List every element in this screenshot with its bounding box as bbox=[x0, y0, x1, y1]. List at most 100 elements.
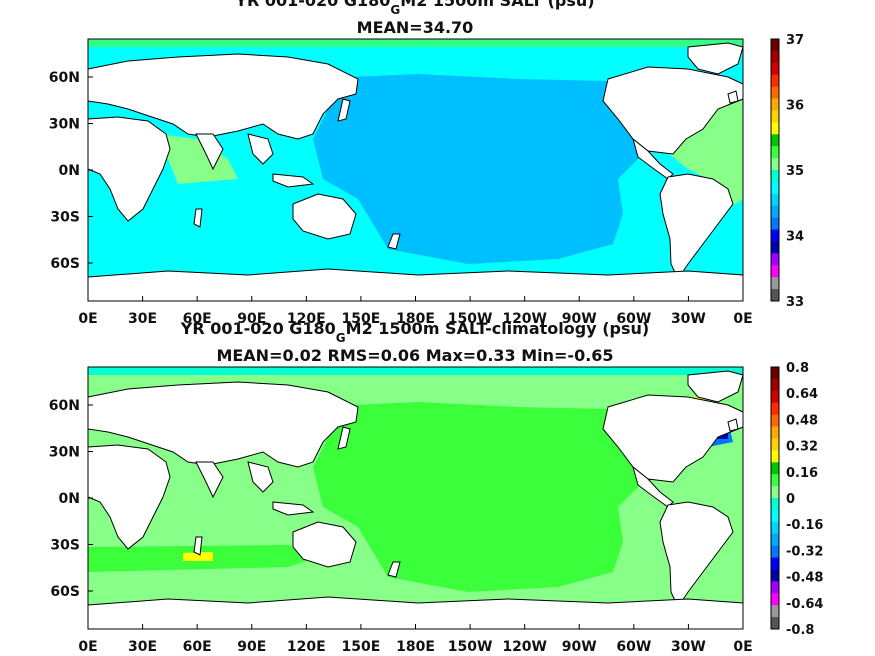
colorbar-swatch bbox=[771, 241, 779, 254]
colorbar-swatch bbox=[771, 545, 779, 559]
colorbar-swatch bbox=[771, 617, 779, 630]
colorbar-swatch bbox=[771, 158, 779, 171]
panel2-colorbar: 0.8 0.64 0.48 0.32 0.16 0 -0.16 -0.32 -0.48 -0.64… bbox=[770, 361, 823, 638]
colorbar-label: 35 bbox=[786, 164, 804, 179]
xtick-label: 60W bbox=[616, 311, 651, 327]
colorbar-swatch bbox=[771, 50, 779, 64]
colorbar-label: -0.8 bbox=[786, 623, 814, 638]
xtick-label: 0E bbox=[733, 639, 752, 655]
southern-positive-anomaly bbox=[183, 552, 213, 561]
colorbar-swatch bbox=[771, 277, 779, 290]
colorbar-frame bbox=[770, 366, 780, 630]
panel2-map bbox=[87, 366, 744, 630]
xtick-label: 90E bbox=[237, 311, 266, 327]
panel1-colorbar: 37 36 35 34 33 bbox=[770, 33, 804, 310]
xtick-label: 30W bbox=[671, 639, 706, 655]
ytick-label: 60S bbox=[50, 584, 80, 600]
xtick-label: 90W bbox=[562, 311, 597, 327]
ytick-label: 30N bbox=[49, 445, 80, 461]
colorbar-swatch bbox=[771, 390, 779, 404]
colorbar-swatch bbox=[771, 378, 779, 392]
colorbar-label: 33 bbox=[786, 295, 804, 310]
colorbar-swatch bbox=[771, 39, 779, 52]
ytick-label: 60N bbox=[49, 398, 80, 414]
colorbar-swatch bbox=[771, 581, 779, 594]
colorbar-label: -0.32 bbox=[786, 544, 823, 559]
colorbar-swatch bbox=[771, 265, 779, 278]
xtick-label: 120W bbox=[502, 311, 547, 327]
ytick-label: 30S bbox=[50, 538, 80, 554]
colorbar-swatch bbox=[771, 450, 779, 463]
colorbar-label: -0.64 bbox=[786, 597, 823, 612]
colorbar-label: 0.64 bbox=[786, 387, 818, 402]
colorbar-swatch bbox=[771, 498, 779, 511]
panel1-stats: MEAN=34.70 bbox=[357, 18, 474, 37]
panel2-xticks: 0E 30E 60E 90E 120E 150E 180E 150W 120W 90W 60W 30W… bbox=[78, 624, 753, 655]
colorbar-label: 0.32 bbox=[786, 440, 818, 455]
xtick-label: 30E bbox=[128, 639, 157, 655]
xtick-label: 150W bbox=[448, 639, 493, 655]
colorbar-swatch bbox=[771, 122, 779, 135]
xtick-label: 90W bbox=[562, 639, 597, 655]
panel-salt: YR 001-020 G180GM2 1500m SALT (psu) MEAN… bbox=[49, 0, 804, 327]
colorbar-swatch bbox=[771, 229, 779, 242]
colorbar-swatch bbox=[771, 521, 779, 535]
colorbar-swatch bbox=[771, 253, 779, 266]
colorbar-frame bbox=[770, 38, 780, 302]
ytick-label: 60N bbox=[49, 70, 80, 86]
xtick-label: 120W bbox=[502, 639, 547, 655]
colorbar-label: 0.16 bbox=[786, 466, 818, 481]
colorbar-swatch bbox=[771, 474, 779, 487]
xtick-label: 30W bbox=[671, 311, 706, 327]
colorbar-swatch bbox=[771, 134, 779, 147]
colorbar-swatch bbox=[771, 193, 779, 207]
pacific-field bbox=[303, 74, 643, 264]
xtick-label: 0E bbox=[78, 311, 97, 327]
colorbar-swatch bbox=[771, 533, 779, 547]
ytick-label: 30S bbox=[50, 210, 80, 226]
colorbar-label: 37 bbox=[786, 33, 804, 48]
xtick-label: 180E bbox=[396, 311, 435, 327]
xtick-label: 60W bbox=[616, 639, 651, 655]
colorbar-label: -0.16 bbox=[786, 518, 823, 533]
colorbar-swatch bbox=[771, 146, 779, 159]
colorbar-swatch bbox=[771, 217, 779, 231]
xtick-label: 120E bbox=[287, 311, 326, 327]
ytick-label: 0N bbox=[59, 163, 80, 179]
colorbar-swatch bbox=[771, 557, 779, 570]
indian-field bbox=[158, 134, 238, 184]
xtick-label: 0E bbox=[733, 311, 752, 327]
colorbar-swatch bbox=[771, 402, 779, 416]
colorbar-swatch bbox=[771, 98, 779, 111]
arctic-field bbox=[88, 39, 743, 47]
panel1-map bbox=[87, 38, 744, 302]
colorbar-swatch bbox=[771, 74, 779, 88]
colorbar-label: 0.48 bbox=[786, 413, 818, 428]
xtick-label: 90E bbox=[237, 639, 266, 655]
panel2-title: YR 001-020 G180GM2 1500m SALT-climatolog… bbox=[180, 319, 649, 345]
colorbar-swatch bbox=[771, 110, 779, 123]
xtick-label: 150E bbox=[342, 639, 381, 655]
colorbar-swatch bbox=[771, 593, 779, 606]
xtick-label: 150W bbox=[448, 311, 493, 327]
xtick-label: 0E bbox=[78, 639, 97, 655]
xtick-label: 60E bbox=[183, 639, 212, 655]
xtick-label: 150E bbox=[342, 311, 381, 327]
colorbar-swatch bbox=[771, 181, 779, 195]
colorbar-swatch bbox=[771, 289, 779, 302]
panel1-xticks: 0E 30E 60E 90E 120E 150E 180E 150W 120W 90W 60W 30W… bbox=[78, 296, 753, 327]
colorbar-swatch bbox=[771, 170, 779, 183]
arctic-anomaly bbox=[88, 367, 743, 375]
panel2-yticks: 60N 30N 0N 30S 60S bbox=[49, 398, 93, 600]
xtick-label: 60E bbox=[183, 311, 212, 327]
xtick-label: 30E bbox=[128, 311, 157, 327]
colorbar-swatch bbox=[771, 462, 779, 475]
colorbar-label: 0.8 bbox=[786, 361, 809, 376]
colorbar-label: -0.48 bbox=[786, 571, 823, 586]
colorbar-swatch bbox=[771, 205, 779, 219]
xtick-label: 180E bbox=[396, 639, 435, 655]
colorbar-label: 0 bbox=[786, 492, 795, 507]
colorbar-swatch bbox=[771, 605, 779, 618]
ytick-label: 60S bbox=[50, 256, 80, 272]
